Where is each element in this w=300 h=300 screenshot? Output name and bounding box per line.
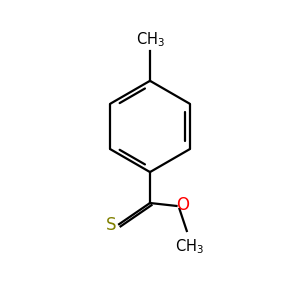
Text: S: S	[106, 216, 116, 234]
Text: O: O	[176, 196, 190, 214]
Text: CH$_3$: CH$_3$	[136, 30, 164, 49]
Text: CH$_3$: CH$_3$	[175, 237, 204, 256]
